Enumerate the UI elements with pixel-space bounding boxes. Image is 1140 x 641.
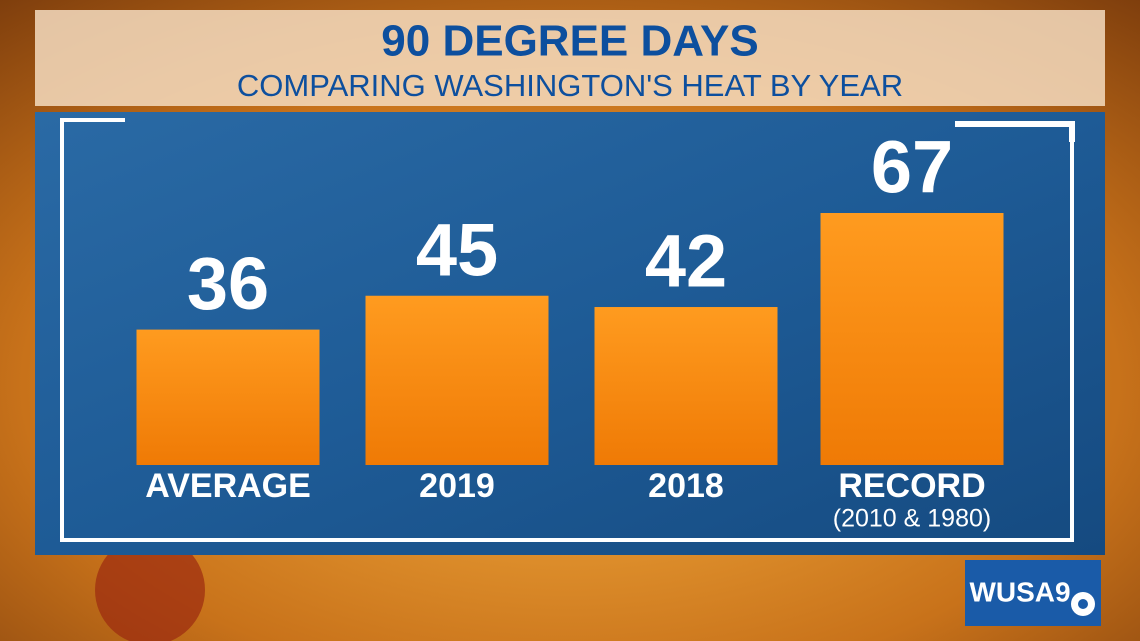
logo: WUSA9 [969,576,1070,607]
title-band [35,10,1105,106]
frame [60,118,1074,542]
category-label: 2018 [648,467,724,505]
chart-title: 90 DEGREE DAYS [381,17,758,66]
bar [136,329,320,465]
thermometer-bulb [95,535,205,641]
value-label: 36 [187,242,269,325]
bar [594,307,778,465]
bar [365,295,549,465]
bar [820,213,1004,465]
value-label: 45 [416,208,498,291]
value-label: 42 [645,220,727,303]
category-label: 2019 [419,467,495,505]
logo-eye-pupil [1078,599,1088,609]
annotation: (2010 & 1980) [833,505,991,533]
category-label: RECORD [838,467,985,505]
category-label: AVERAGE [145,467,311,505]
value-label: 67 [871,126,953,209]
chart-subtitle: COMPARING WASHINGTON'S HEAT BY YEAR [237,68,903,103]
frame-corner [955,121,1075,142]
